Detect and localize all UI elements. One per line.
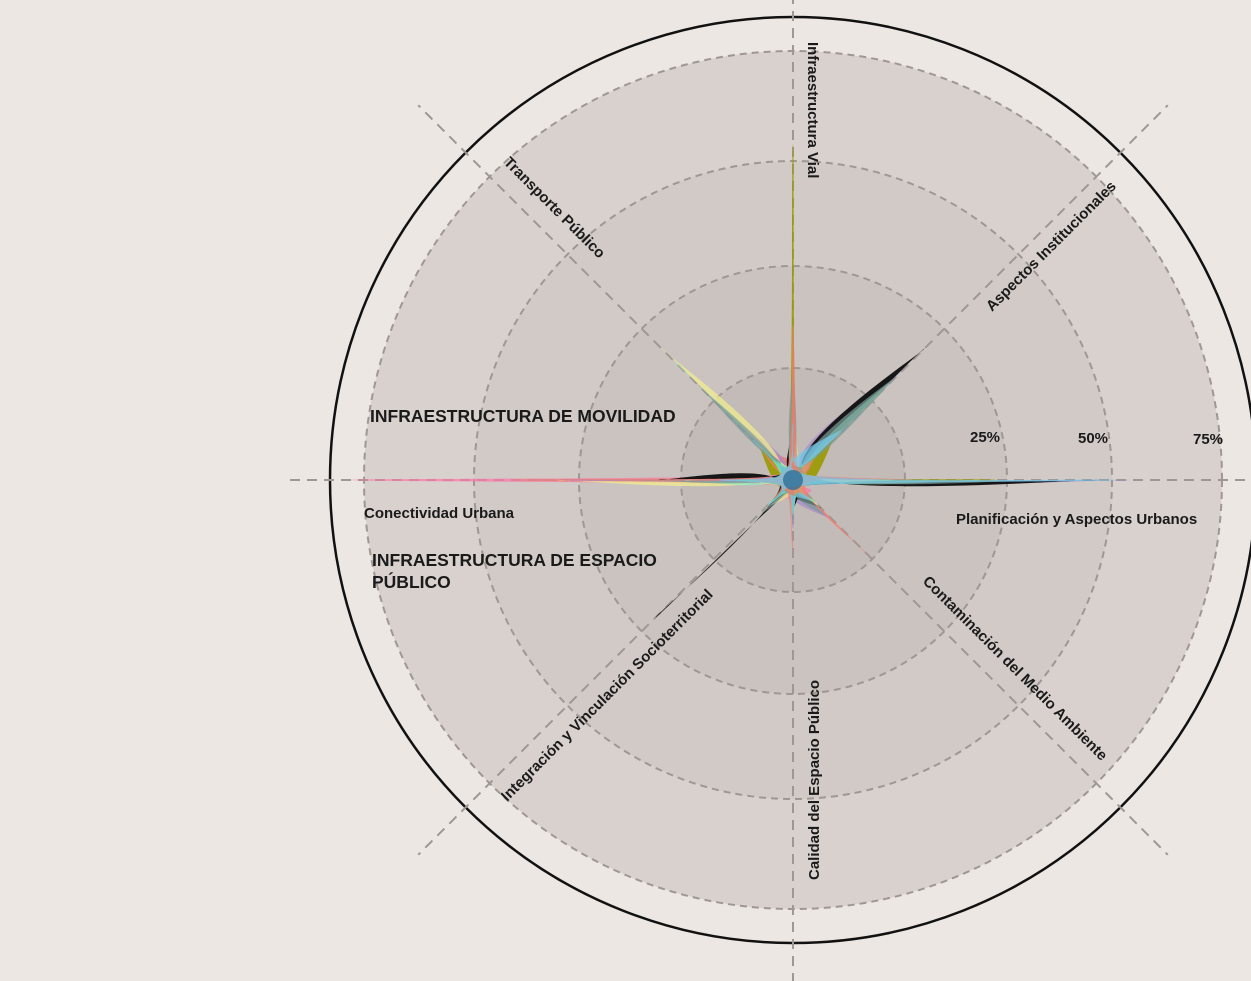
label: INFRAESTRUCTURA DE ESPACIO [372,550,657,570]
label: Infraestructura Vial [804,42,821,178]
label: 50% [1078,430,1108,447]
hub-center [783,470,803,490]
label: INFRAESTRUCTURA DE MOVILIDAD [370,406,676,426]
label: Planificación y Aspectos Urbanos [956,511,1197,528]
label: Calidad del Espacio Público [806,680,823,880]
series-shape [718,423,1116,512]
label: 75% [1193,431,1223,448]
label: Conectividad Urbana [364,505,515,522]
axis-line [417,479,794,856]
label: 25% [970,429,1000,446]
series-shapes [350,144,1129,618]
label: PÚBLICO [372,571,451,592]
axis-line [792,479,1169,856]
